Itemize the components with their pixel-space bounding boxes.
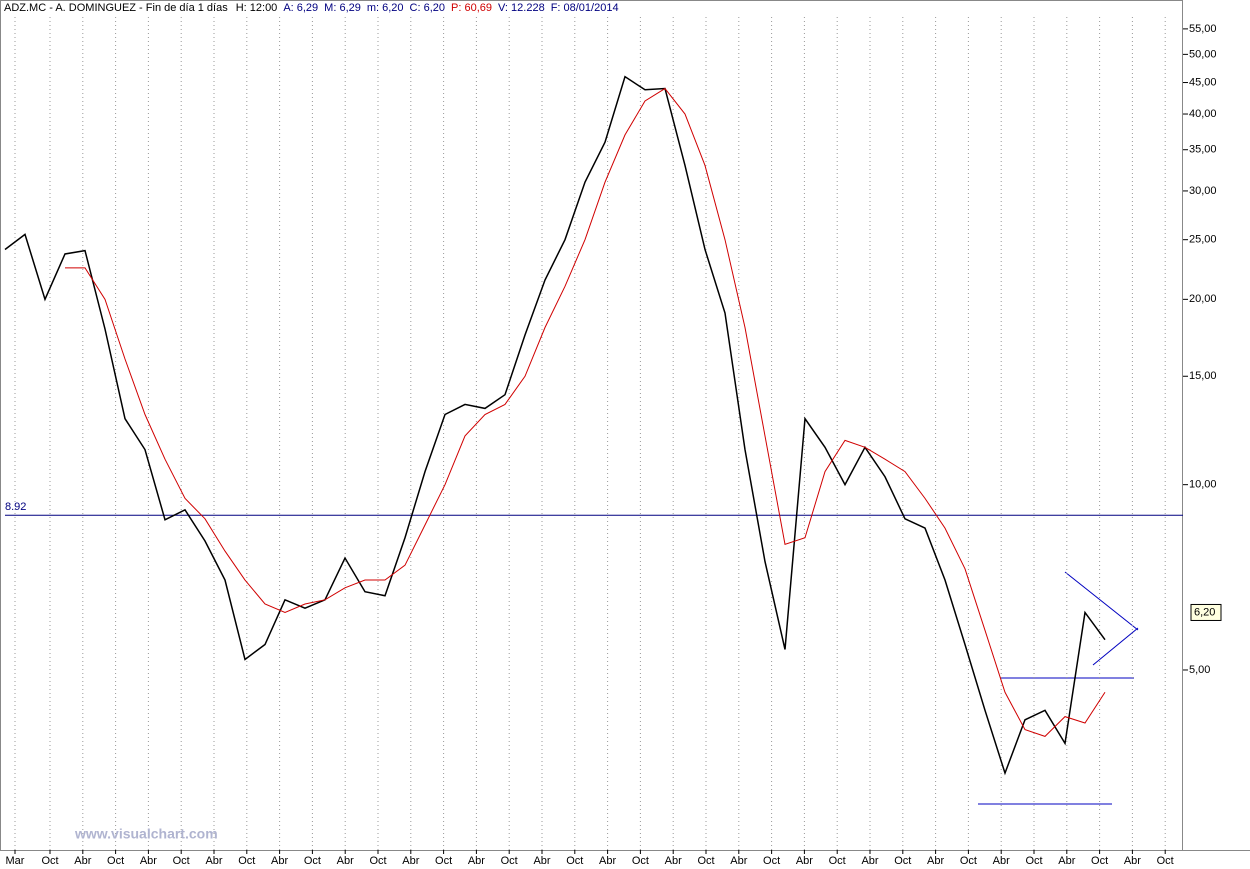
x-tick-label: Oct xyxy=(566,855,583,867)
y-tick-label: 20,00 xyxy=(1189,293,1217,305)
x-tick-label: Oct xyxy=(369,855,386,867)
x-tick-label: Oct xyxy=(632,855,649,867)
x-tick-label: Oct xyxy=(501,855,518,867)
y-tick-label: 45,00 xyxy=(1189,76,1217,88)
x-tick-label: Oct xyxy=(41,855,58,867)
series-line xyxy=(4,75,1106,776)
x-tick-label: Oct xyxy=(960,855,977,867)
x-tick-label: Abr xyxy=(861,855,878,867)
x-tick-label: Abr xyxy=(205,855,222,867)
series-line xyxy=(65,87,1106,737)
y-tick-label: 50,00 xyxy=(1189,48,1217,60)
x-tick-label: Oct xyxy=(1025,855,1042,867)
chart-title: ADZ.MC - A. DOMINGUEZ - Fin de día 1 día… xyxy=(4,2,228,14)
x-tick-label: Oct xyxy=(304,855,321,867)
x-tick-label: Oct xyxy=(697,855,714,867)
trend-line xyxy=(1064,571,1139,631)
y-tick-label: 55,00 xyxy=(1189,23,1217,35)
x-tick-label: Oct xyxy=(763,855,780,867)
x-tick-label: Abr xyxy=(599,855,616,867)
quote-item: P: 60,69 xyxy=(451,2,492,14)
quote-item: F: 08/01/2014 xyxy=(551,2,619,14)
y-tick-label: 15,00 xyxy=(1189,370,1217,382)
x-tick-label: Oct xyxy=(107,855,124,867)
quote-item: V: 12.228 xyxy=(498,2,545,14)
x-tick-label: Abr xyxy=(74,855,91,867)
watermark: www.visualchart.com xyxy=(74,826,218,842)
y-tick-label: 30,00 xyxy=(1189,185,1217,197)
x-tick-label: Oct xyxy=(829,855,846,867)
x-tick-label: Abr xyxy=(927,855,944,867)
quote-item: H: 12:00 xyxy=(236,2,278,14)
x-tick-label: Oct xyxy=(435,855,452,867)
quote-item: M: 6,29 xyxy=(324,2,361,14)
x-tick-label: Abr xyxy=(140,855,157,867)
x-tick-label: Abr xyxy=(533,855,550,867)
x-tick-label: Abr xyxy=(993,855,1010,867)
trend-line xyxy=(1092,627,1139,666)
x-tick-label: Abr xyxy=(271,855,288,867)
x-tick-label: Oct xyxy=(238,855,255,867)
quote-item: C: 6,20 xyxy=(410,2,445,14)
x-tick-label: Abr xyxy=(665,855,682,867)
x-tick-label: Oct xyxy=(894,855,911,867)
trend-annotations xyxy=(978,571,1139,805)
y-tick-label: 25,00 xyxy=(1189,234,1217,246)
x-tick-label: Mar xyxy=(6,855,25,867)
x-tick-label: Abr xyxy=(337,855,354,867)
header: ADZ.MC - A. DOMINGUEZ - Fin de día 1 día… xyxy=(4,2,619,14)
last-value-box xyxy=(1190,603,1222,621)
last-value-label: 6,20 xyxy=(1194,606,1215,618)
y-tick-label: 5,00 xyxy=(1189,664,1210,676)
x-tick-label: Oct xyxy=(173,855,190,867)
x-tick-label: Abr xyxy=(1124,855,1141,867)
y-tick-label: 40,00 xyxy=(1189,108,1217,120)
x-tick-label: Abr xyxy=(730,855,747,867)
y-tick-label: 10,00 xyxy=(1189,479,1217,491)
x-tick-label: Abr xyxy=(468,855,485,867)
x-tick-label: Abr xyxy=(402,855,419,867)
x-tick-label: Oct xyxy=(1091,855,1108,867)
y-tick-label: 35,00 xyxy=(1189,144,1217,156)
quote-item: m: 6,20 xyxy=(367,2,404,14)
x-tick-label: Abr xyxy=(796,855,813,867)
quote-item: A: 6,29 xyxy=(283,2,318,14)
x-tick-label: Abr xyxy=(1058,855,1075,867)
x-tick-label: Oct xyxy=(1157,855,1174,867)
reference-label: 8.92 xyxy=(5,501,26,513)
